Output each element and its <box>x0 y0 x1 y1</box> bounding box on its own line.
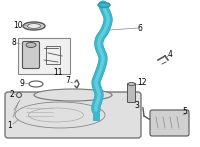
Bar <box>18 38 70 74</box>
Text: 6: 6 <box>138 24 142 32</box>
Text: 2: 2 <box>10 90 14 98</box>
Text: 9: 9 <box>20 78 24 87</box>
Text: 7: 7 <box>66 76 70 85</box>
Text: 5: 5 <box>183 107 187 117</box>
Text: 3: 3 <box>135 101 139 110</box>
Ellipse shape <box>98 2 110 7</box>
Ellipse shape <box>27 24 41 28</box>
Ellipse shape <box>34 89 112 101</box>
Text: 12: 12 <box>137 77 147 86</box>
FancyBboxPatch shape <box>5 92 141 138</box>
Ellipse shape <box>23 22 45 30</box>
Ellipse shape <box>128 82 135 86</box>
Bar <box>46 46 60 64</box>
Ellipse shape <box>26 42 36 47</box>
Text: 8: 8 <box>12 37 16 46</box>
Text: 11: 11 <box>53 67 63 76</box>
FancyBboxPatch shape <box>150 110 189 136</box>
Text: 4: 4 <box>168 50 172 59</box>
FancyBboxPatch shape <box>22 41 40 69</box>
FancyBboxPatch shape <box>128 83 136 102</box>
Text: 10: 10 <box>13 20 23 30</box>
Text: 1: 1 <box>8 122 12 131</box>
